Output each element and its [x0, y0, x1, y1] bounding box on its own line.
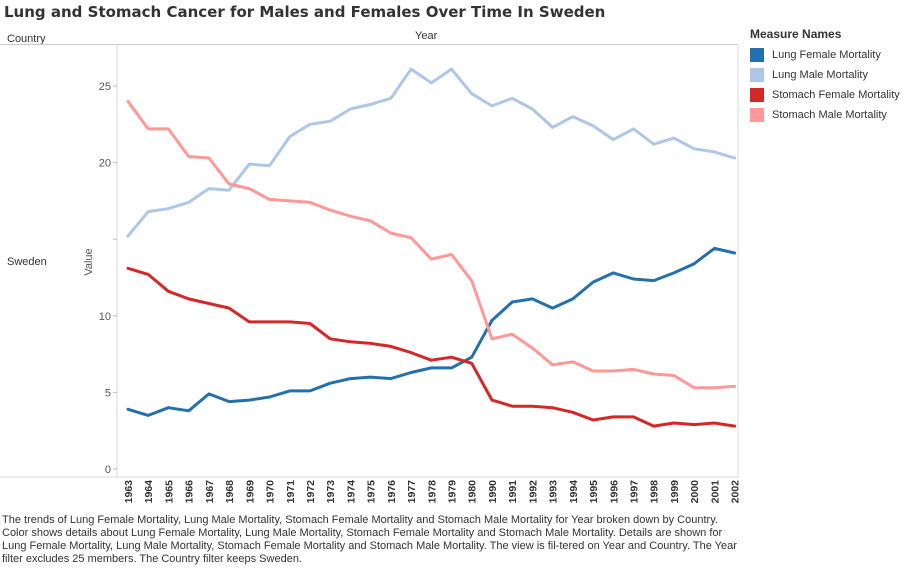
x-tick-label: 1970 — [265, 480, 277, 504]
x-tick-label: 1991 — [507, 480, 519, 504]
legend: Measure Names Lung Female Mortality Lung… — [750, 27, 900, 125]
chart-caption: The trends of Lung Female Mortality, Lun… — [2, 514, 737, 565]
x-tick-label: 1999 — [669, 480, 681, 504]
x-tick-label: 2000 — [689, 480, 701, 504]
country-column-header[interactable]: Country — [7, 33, 46, 45]
x-tick-label: 1977 — [406, 480, 418, 504]
legend-item-stomach-male[interactable]: Stomach Male Mortality — [750, 105, 900, 125]
x-tick-label: 1975 — [366, 480, 378, 504]
x-tick-label: 1971 — [285, 480, 297, 504]
series-line-stomach-male-mortality — [126, 99, 737, 390]
x-tick-label: 1969 — [244, 480, 256, 504]
x-tick-label: 1965 — [163, 480, 175, 504]
legend-title: Measure Names — [750, 27, 842, 41]
y-tick-label: 0 — [105, 464, 111, 476]
legend-swatch — [750, 108, 764, 122]
x-tick-label: 2002 — [730, 480, 742, 504]
y-tick-label: 10 — [99, 311, 111, 323]
x-tick-label: 2001 — [709, 480, 721, 504]
x-tick-label: 1997 — [629, 480, 641, 504]
legend-swatch — [750, 48, 764, 62]
year-column-header[interactable]: Year — [415, 30, 438, 42]
x-tick-label: 1964 — [143, 480, 155, 504]
legend-label: Lung Male Mortality — [772, 69, 868, 81]
chart-lines — [126, 67, 737, 428]
legend-item-lung-female[interactable]: Lung Female Mortality — [750, 45, 900, 65]
x-tick-label: 1974 — [345, 480, 357, 504]
x-tick-label: 1996 — [608, 480, 620, 504]
legend-item-lung-male[interactable]: Lung Male Mortality — [750, 65, 900, 85]
legend-label: Lung Female Mortality — [772, 49, 881, 61]
x-tick-label: 1992 — [527, 480, 539, 504]
x-tick-label: 1993 — [548, 480, 560, 504]
x-tick-label: 1973 — [325, 480, 337, 504]
series-line-stomach-female-mortality — [126, 266, 737, 428]
legend-item-stomach-female[interactable]: Stomach Female Mortality — [750, 85, 900, 105]
chart-axes: 0 5 10 20 25 Value 1963 1964 1965 1966 1967 1968 196… — [0, 45, 742, 503]
x-tick-label: 1972 — [305, 480, 317, 504]
x-tick-label: 1968 — [224, 480, 236, 504]
y-tick-label: 20 — [99, 158, 111, 170]
y-tick-label: 5 — [105, 387, 111, 399]
legend-swatch — [750, 88, 764, 102]
y-axis-title: Value — [83, 248, 95, 275]
x-tick-label: 1979 — [447, 480, 459, 504]
header-divider — [0, 44, 738, 45]
y-tick-label: 25 — [99, 81, 111, 93]
legend-swatch — [750, 68, 764, 82]
series-line-lung-female-mortality — [126, 246, 737, 417]
x-tick-label: 1978 — [426, 480, 438, 504]
chart-title: Lung and Stomach Cancer for Males and Fe… — [4, 3, 606, 21]
x-tick-label: 1976 — [386, 480, 398, 504]
x-tick-label: 1966 — [184, 480, 196, 504]
legend-label: Stomach Male Mortality — [772, 109, 887, 121]
x-tick-label: 1967 — [204, 480, 216, 504]
series-line-lung-male-mortality — [126, 67, 737, 238]
x-tick-label: 1995 — [588, 480, 600, 504]
x-tick-label: 1998 — [649, 480, 661, 504]
x-tick-label: 1980 — [467, 480, 479, 504]
x-tick-label: 1990 — [487, 480, 499, 504]
x-tick-label: 1994 — [568, 480, 580, 504]
x-tick-label: 1963 — [123, 480, 135, 504]
country-row-label: Sweden — [7, 256, 47, 268]
legend-label: Stomach Female Mortality — [772, 89, 900, 101]
